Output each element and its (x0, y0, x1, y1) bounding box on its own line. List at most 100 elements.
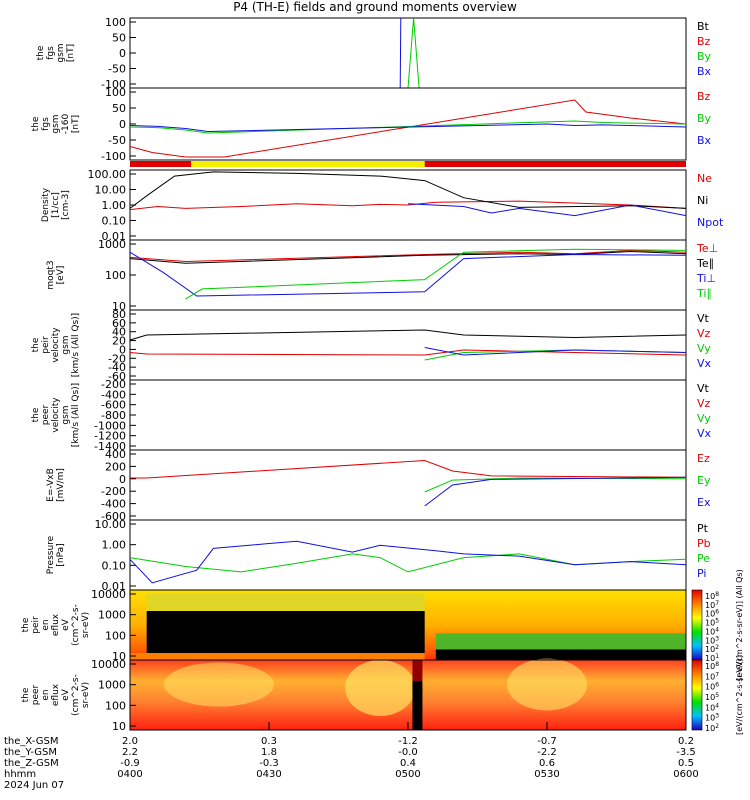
y-tick-label: 50 (112, 32, 126, 45)
y-tick-label: -1000 (94, 419, 126, 432)
y-axis-label: the (21, 687, 31, 702)
y-axis-label: en (41, 689, 51, 700)
legend-Vz: Vz (697, 397, 711, 410)
series-line-Vz (129, 349, 687, 356)
y-tick-label: 1000 (98, 238, 126, 251)
y-axis-label: velocity (51, 397, 61, 433)
y-tick-label: 10000 (91, 658, 126, 671)
legend-Pb: Pb (697, 537, 711, 550)
series-line-Ti∥ (185, 248, 687, 300)
y-tick-label: -1200 (94, 430, 126, 443)
legend-Vy: Vy (697, 342, 711, 355)
x-tick-label: 0.5 (678, 758, 694, 769)
legend-Vz: Vz (697, 327, 711, 340)
panel-frame-4 (129, 239, 687, 311)
y-tick-label: -60 (108, 370, 126, 383)
y-axis-label: peir (31, 616, 41, 634)
legend-Bx: Bx (697, 134, 712, 147)
status-bar-segment (130, 161, 192, 167)
y-tick-label: -50 (108, 63, 126, 76)
legend-Vy: Vy (697, 412, 711, 425)
y-tick-label: -100 (101, 78, 126, 91)
legend-Ez: Ez (697, 452, 710, 465)
status-bar-segment (191, 161, 425, 167)
y-tick-label: 100.00 (88, 168, 127, 181)
y-tick-label: 100 (105, 629, 126, 642)
y-tick-label: 0.10 (102, 559, 127, 572)
y-tick-label: 40 (112, 326, 126, 339)
series-line-Ey (424, 477, 687, 493)
legend-Vt: Vt (697, 382, 710, 395)
y-tick-label: 10 (112, 650, 126, 663)
y-tick-label: -800 (101, 409, 126, 422)
y-tick-label: 0.01 (102, 230, 127, 243)
y-axis-label: the (31, 407, 41, 422)
colorbar-tick-label: 105 (705, 618, 719, 628)
x-tick-label: 0.4 (400, 758, 416, 769)
x-row-label: the_X-GSM (4, 736, 58, 747)
x-tick-label: 0.3 (261, 736, 277, 747)
colorbar-tick-label: 104 (705, 626, 719, 636)
y-axis-label: the (31, 116, 41, 131)
y-axis-label: en (41, 619, 51, 630)
x-tick-label: -0.7 (537, 736, 557, 747)
legend-Pt: Pt (697, 522, 709, 535)
colorbar (691, 589, 703, 661)
y-tick-label: -100 (101, 150, 126, 163)
colorbar-tick-label: 107 (705, 671, 719, 681)
y-tick-label: 100 (105, 86, 126, 99)
panel-frame-7 (129, 449, 687, 521)
y-tick-label: 20 (112, 335, 126, 348)
x-row-label: the_Z-GSM (4, 758, 59, 769)
date-label: 2024 Jun 07 (4, 780, 64, 791)
heatmap-hotspot (163, 662, 274, 707)
y-axis-label: the (31, 337, 41, 352)
legend-Pi: Pi (697, 567, 706, 580)
y-axis-label: peer (31, 684, 41, 705)
series-line-Ne (129, 200, 687, 211)
y-tick-label: 10.00 (95, 518, 127, 531)
y-axis-label: E=-VxB (46, 468, 56, 502)
y-tick-label: 0 (119, 118, 126, 131)
legend-Vx: Vx (697, 427, 712, 440)
y-axis-label: [eV] (56, 266, 66, 285)
colorbar-tick-label: 102 (705, 723, 719, 733)
y-tick-label: -20 (108, 352, 126, 365)
panel-frame-6 (129, 379, 687, 451)
y-axis-label: fgs (41, 117, 51, 131)
x-row-label: hhmm (4, 769, 36, 780)
panel-frame-2 (129, 87, 687, 161)
series-line-Te∥ (129, 250, 687, 264)
colorbar-tick-label: 104 (705, 702, 719, 712)
legend-Ex: Ex (697, 496, 711, 509)
series-line-Ex (424, 476, 687, 507)
x-tick-label: -1.2 (398, 736, 418, 747)
y-tick-label: -200 (101, 485, 126, 498)
x-tick-label: 0.6 (539, 758, 555, 769)
legend-Bz: Bz (697, 90, 711, 103)
colorbar-tick-label: 103 (705, 635, 719, 645)
y-axis-label: eV (61, 618, 71, 631)
y-axis-label: [nT] (71, 115, 81, 133)
y-tick-label: 0.10 (102, 215, 127, 228)
y-axis-label: peir (41, 336, 51, 354)
y-tick-label: -600 (101, 510, 126, 523)
x-tick-label: -0.0 (398, 747, 418, 758)
y-axis-label: gsm (51, 114, 61, 133)
colorbar-tick-label: 105 (705, 692, 719, 702)
colorbar-tick-label: 106 (705, 609, 719, 619)
series-line-Ti⊥ (129, 251, 687, 297)
y-tick-label: -1400 (94, 440, 126, 453)
y-axis-label: sr-eV) (81, 682, 91, 708)
panel-frame-1 (129, 17, 687, 89)
y-axis-label: eflux (51, 613, 61, 636)
heatmap-lowband (130, 653, 425, 660)
y-tick-label: 1000 (98, 679, 126, 692)
colorbar-tick-label: 106 (705, 682, 719, 692)
panel-frame-8 (129, 519, 687, 591)
y-axis-label: [km/s (All Qs)] (71, 313, 81, 377)
heatmap-band (146, 593, 425, 611)
y-tick-label: 0 (119, 47, 126, 60)
y-tick-label: -400 (101, 388, 126, 401)
x-tick-label: 2.2 (122, 747, 138, 758)
